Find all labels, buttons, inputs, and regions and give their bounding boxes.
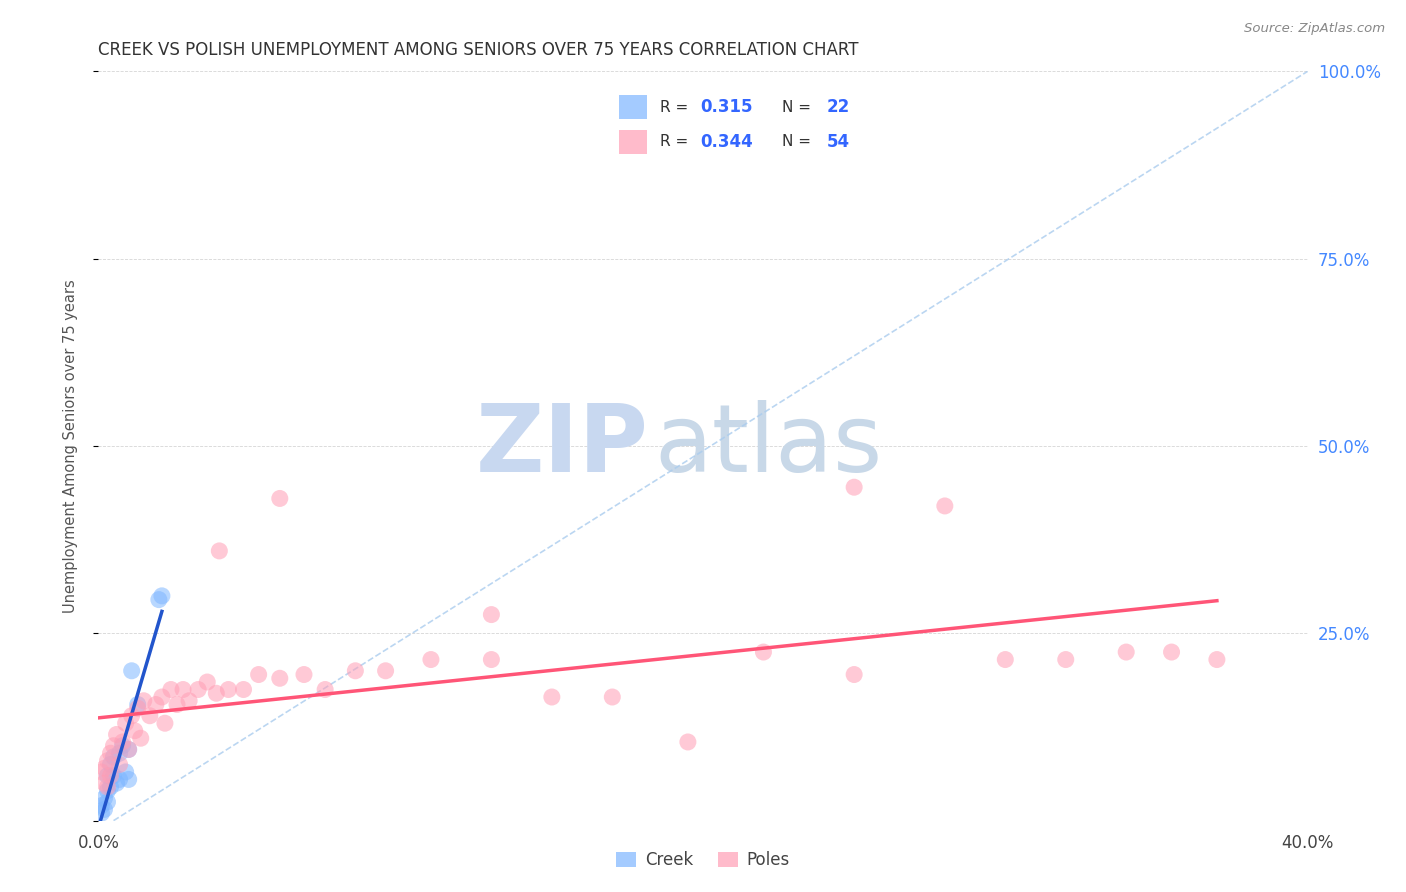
Point bbox=[100, 769, 122, 783]
Point bbox=[153, 716, 176, 731]
Point bbox=[934, 499, 956, 513]
Point bbox=[166, 698, 188, 712]
Point bbox=[129, 731, 152, 746]
Point bbox=[247, 667, 270, 681]
Point bbox=[232, 682, 254, 697]
Text: Source: ZipAtlas.com: Source: ZipAtlas.com bbox=[1244, 22, 1385, 36]
Point bbox=[118, 772, 141, 787]
Point bbox=[100, 746, 122, 760]
Point bbox=[994, 652, 1017, 666]
Point bbox=[96, 769, 118, 783]
Point bbox=[108, 746, 131, 760]
Y-axis label: Unemployment Among Seniors over 75 years: Unemployment Among Seniors over 75 years bbox=[63, 279, 77, 613]
Point bbox=[132, 694, 155, 708]
Point bbox=[540, 690, 562, 704]
Point bbox=[160, 682, 183, 697]
Point bbox=[752, 645, 775, 659]
Point bbox=[121, 664, 143, 678]
Legend: Creek, Poles: Creek, Poles bbox=[610, 845, 796, 876]
Point bbox=[344, 664, 367, 678]
Point bbox=[292, 667, 315, 681]
Point bbox=[1206, 652, 1229, 666]
Point bbox=[93, 776, 115, 790]
Point bbox=[1160, 645, 1182, 659]
Text: atlas: atlas bbox=[655, 400, 883, 492]
Point bbox=[374, 664, 396, 678]
Point bbox=[105, 776, 128, 790]
Point bbox=[269, 671, 291, 685]
Point bbox=[108, 772, 131, 787]
Text: CREEK VS POLISH UNEMPLOYMENT AMONG SENIORS OVER 75 YEARS CORRELATION CHART: CREEK VS POLISH UNEMPLOYMENT AMONG SENIO… bbox=[98, 41, 859, 59]
Point bbox=[93, 791, 115, 805]
Point bbox=[96, 795, 118, 809]
Point bbox=[1054, 652, 1077, 666]
Point bbox=[121, 708, 143, 723]
Point bbox=[96, 754, 118, 768]
Point bbox=[111, 739, 134, 753]
Point bbox=[90, 798, 112, 813]
Point bbox=[179, 694, 201, 708]
Point bbox=[96, 783, 118, 797]
Point bbox=[114, 716, 136, 731]
Point bbox=[114, 764, 136, 779]
Point bbox=[127, 698, 149, 712]
Point bbox=[150, 589, 173, 603]
Point bbox=[100, 757, 122, 772]
Point bbox=[269, 491, 291, 506]
Text: ZIP: ZIP bbox=[475, 400, 648, 492]
Point bbox=[103, 769, 125, 783]
Point bbox=[118, 742, 141, 756]
Point bbox=[145, 698, 167, 712]
Point bbox=[844, 480, 866, 494]
Point bbox=[93, 802, 115, 816]
Point bbox=[205, 686, 228, 700]
Point bbox=[150, 690, 173, 704]
Point bbox=[105, 727, 128, 741]
Point bbox=[139, 708, 162, 723]
Point bbox=[100, 780, 122, 794]
Point bbox=[1115, 645, 1137, 659]
Point bbox=[127, 701, 149, 715]
Point bbox=[314, 682, 336, 697]
Point bbox=[90, 806, 112, 821]
Point bbox=[90, 764, 112, 779]
Point bbox=[187, 682, 209, 697]
Point bbox=[108, 757, 131, 772]
Point bbox=[124, 723, 146, 738]
Point bbox=[103, 750, 125, 764]
Point bbox=[676, 735, 699, 749]
Point bbox=[481, 652, 503, 666]
Point bbox=[111, 735, 134, 749]
Point bbox=[208, 544, 231, 558]
Point bbox=[602, 690, 624, 704]
Point bbox=[420, 652, 443, 666]
Point bbox=[148, 592, 170, 607]
Point bbox=[481, 607, 503, 622]
Point bbox=[93, 761, 115, 775]
Point bbox=[96, 780, 118, 794]
Point bbox=[195, 675, 218, 690]
Point bbox=[172, 682, 194, 697]
Point bbox=[844, 667, 866, 681]
Point bbox=[103, 739, 125, 753]
Point bbox=[217, 682, 239, 697]
Point bbox=[118, 742, 141, 756]
